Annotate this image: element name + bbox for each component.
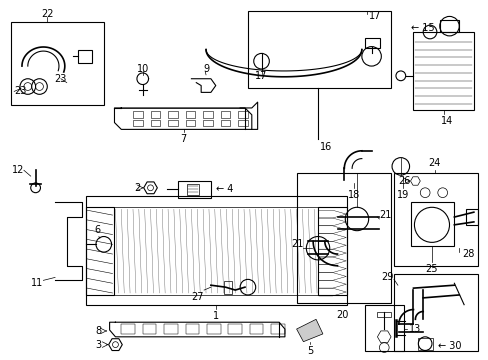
Text: 23: 23 bbox=[14, 86, 26, 96]
Bar bbox=[203, 111, 212, 118]
Bar bbox=[238, 120, 247, 126]
Bar bbox=[238, 111, 247, 118]
Text: 11: 11 bbox=[31, 278, 43, 288]
Bar bbox=[86, 207, 113, 295]
Text: 20: 20 bbox=[336, 310, 348, 320]
Bar bbox=[247, 10, 390, 89]
Polygon shape bbox=[296, 319, 322, 342]
Bar bbox=[185, 324, 199, 334]
Bar bbox=[150, 120, 160, 126]
Bar bbox=[178, 181, 210, 198]
Text: ← 4: ← 4 bbox=[215, 184, 233, 194]
Text: 17: 17 bbox=[368, 10, 380, 21]
Bar bbox=[465, 209, 477, 225]
Text: 10: 10 bbox=[136, 64, 148, 74]
Bar bbox=[86, 195, 346, 305]
Text: ← 30: ← 30 bbox=[437, 341, 460, 351]
Bar bbox=[168, 120, 178, 126]
Bar bbox=[393, 173, 477, 266]
Bar bbox=[113, 207, 317, 295]
Bar bbox=[296, 173, 390, 303]
Text: 28: 28 bbox=[461, 249, 473, 259]
Bar bbox=[186, 184, 199, 195]
Text: 18: 18 bbox=[347, 190, 360, 200]
Polygon shape bbox=[410, 177, 419, 185]
Bar bbox=[364, 305, 403, 351]
Bar bbox=[185, 111, 195, 118]
Polygon shape bbox=[108, 339, 122, 351]
Text: 17: 17 bbox=[255, 71, 267, 81]
Text: 3: 3 bbox=[96, 339, 102, 350]
Text: 1: 1 bbox=[212, 311, 219, 320]
Text: 19: 19 bbox=[396, 190, 408, 200]
Bar bbox=[223, 281, 232, 294]
Text: 22: 22 bbox=[41, 9, 53, 19]
Text: 21: 21 bbox=[290, 239, 303, 249]
Bar bbox=[317, 207, 346, 295]
Text: 25: 25 bbox=[425, 264, 437, 274]
Bar bbox=[439, 20, 458, 32]
Text: ← 15: ← 15 bbox=[410, 23, 434, 33]
Bar bbox=[133, 120, 142, 126]
Bar bbox=[78, 50, 92, 63]
Text: 13: 13 bbox=[408, 324, 420, 334]
Bar bbox=[271, 324, 285, 334]
Bar bbox=[228, 324, 242, 334]
Bar bbox=[393, 274, 477, 351]
Polygon shape bbox=[377, 331, 390, 343]
Text: 5: 5 bbox=[306, 346, 313, 356]
Text: 2: 2 bbox=[134, 183, 141, 193]
Text: 26: 26 bbox=[397, 176, 410, 186]
Bar bbox=[220, 120, 230, 126]
Bar bbox=[203, 120, 212, 126]
Bar bbox=[418, 338, 432, 351]
Bar bbox=[164, 324, 178, 334]
Text: 27: 27 bbox=[191, 292, 203, 302]
Bar bbox=[377, 311, 390, 318]
Text: 14: 14 bbox=[440, 116, 452, 126]
Text: 24: 24 bbox=[428, 158, 440, 168]
Bar bbox=[185, 120, 195, 126]
Bar bbox=[364, 38, 380, 48]
Text: 12: 12 bbox=[12, 165, 24, 175]
Text: 23: 23 bbox=[55, 74, 67, 84]
Bar bbox=[413, 32, 473, 110]
Bar bbox=[121, 324, 135, 334]
Bar bbox=[410, 202, 453, 246]
Bar bbox=[220, 111, 230, 118]
Text: 9: 9 bbox=[203, 64, 209, 74]
Bar bbox=[11, 22, 103, 105]
Bar bbox=[249, 324, 263, 334]
Polygon shape bbox=[143, 182, 157, 194]
Text: 7: 7 bbox=[180, 134, 186, 144]
Bar bbox=[133, 111, 142, 118]
Text: 6: 6 bbox=[94, 225, 100, 235]
Bar bbox=[168, 111, 178, 118]
Bar bbox=[142, 324, 156, 334]
Text: 29: 29 bbox=[381, 273, 393, 282]
Bar bbox=[150, 111, 160, 118]
Text: 21: 21 bbox=[379, 210, 391, 220]
Text: 8: 8 bbox=[96, 326, 102, 336]
Bar bbox=[206, 324, 220, 334]
Text: 16: 16 bbox=[319, 142, 331, 152]
